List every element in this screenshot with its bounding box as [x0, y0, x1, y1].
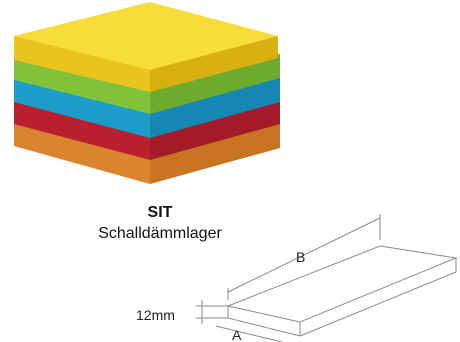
slab-outline [226, 245, 458, 337]
product-name: SIT [147, 204, 173, 221]
dimension-line-a [215, 325, 283, 342]
dimension-label-b: B [296, 249, 305, 265]
colored-layer-stack-illustration [14, 2, 280, 184]
dimension-line-thickness [196, 300, 228, 324]
product-subtitle: Schalldämmlager [98, 225, 222, 242]
dimension-line-b [227, 214, 381, 300]
dimension-label-thickness: 12mm [136, 307, 175, 323]
dimension-label-a: A [232, 327, 242, 342]
yellow-layer [14, 2, 278, 92]
